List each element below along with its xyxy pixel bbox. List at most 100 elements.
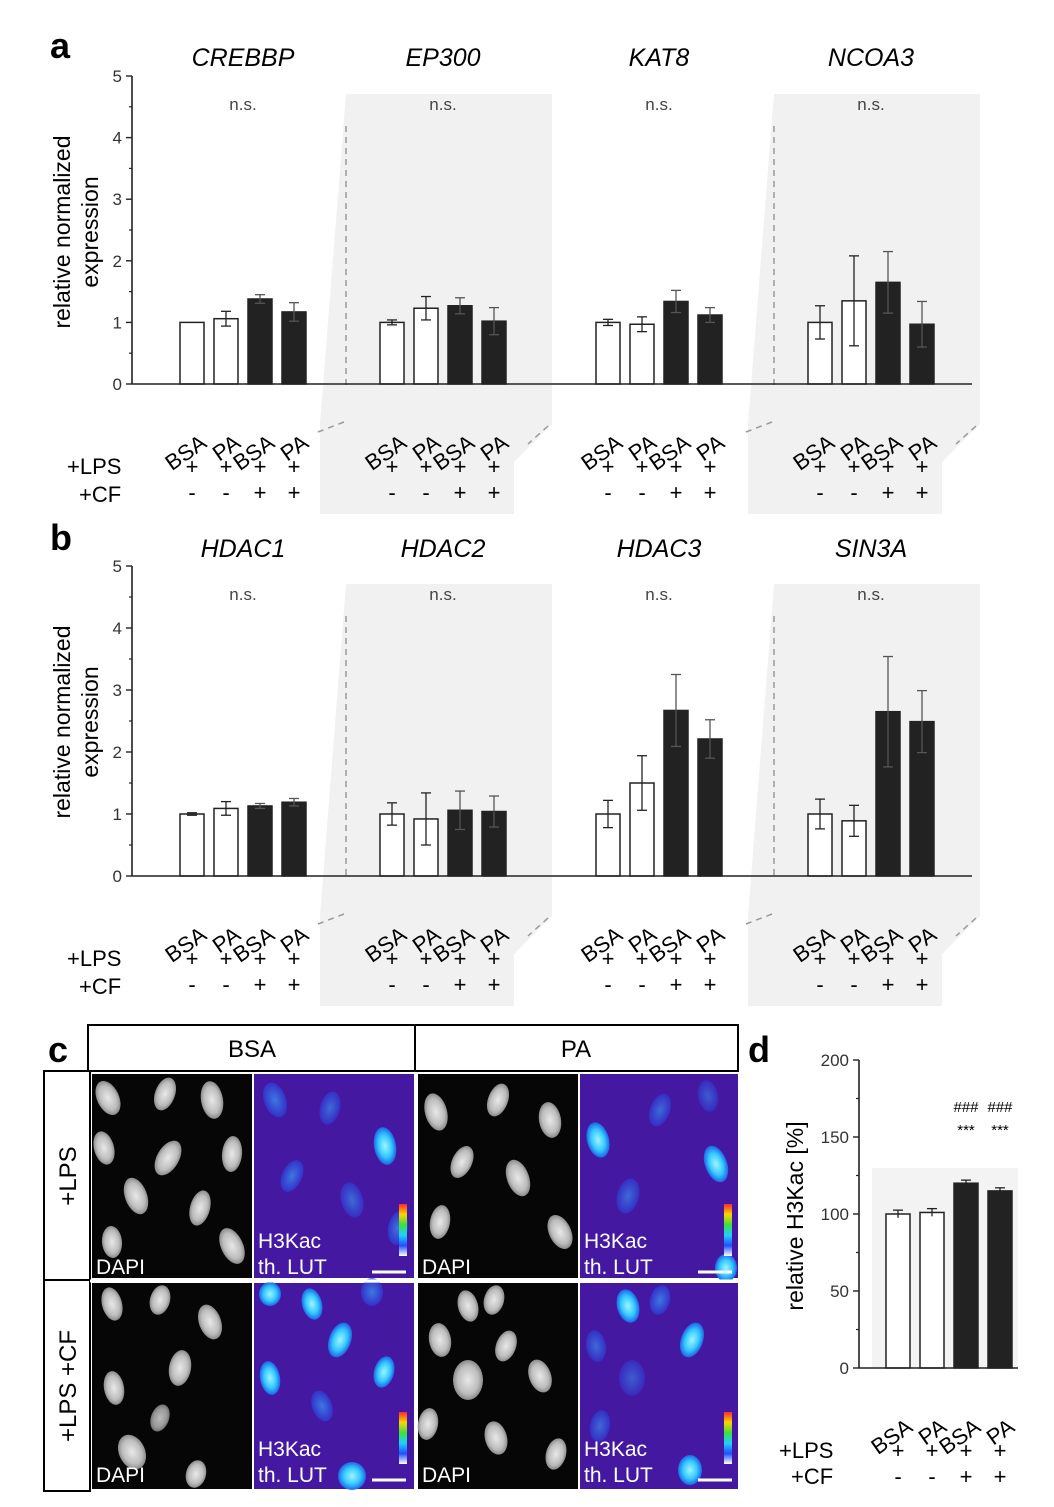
cf-sign: -: [604, 480, 611, 505]
lps-sign: +: [386, 946, 399, 971]
panel-letter-b: b: [50, 517, 72, 558]
cf-sign: -: [222, 972, 229, 997]
h3kac-label: H3Kac: [258, 1230, 321, 1253]
lps-sign: +: [926, 1438, 939, 1463]
group-shading: [317, 584, 980, 1006]
y-axis-label-line1: relative normalized: [49, 135, 75, 328]
h3kac-label: H3Kac: [584, 1438, 647, 1461]
y-tick-label: 100: [821, 1205, 849, 1224]
group-shading-block: [748, 584, 980, 1006]
dapi-label: DAPI: [422, 1464, 471, 1487]
bar: [213, 807, 239, 877]
dapi-label: DAPI: [96, 1256, 145, 1279]
bar: [281, 801, 307, 877]
lps-sign: +: [488, 454, 501, 479]
group-shading-block: [320, 94, 552, 514]
dapi-label: DAPI: [422, 1256, 471, 1279]
y-tick-label: 2: [113, 252, 122, 271]
significance-marker: ***: [991, 1122, 1009, 1139]
cf-sign: -: [928, 1464, 935, 1489]
micrograph-dapi-bsa-lps-cf: DAPI: [92, 1283, 252, 1489]
y-tick-label: 0: [840, 1359, 849, 1378]
cf-sign: -: [388, 480, 395, 505]
panel-letter-d: d: [748, 1029, 770, 1070]
lps-sign: +: [670, 454, 683, 479]
lps-label: +LPS: [67, 946, 121, 971]
lps-sign: +: [186, 946, 199, 971]
axis: 050100150200BSA+-PA+-###***BSA++###***PA…: [821, 1051, 1020, 1489]
lps-sign: +: [288, 454, 301, 479]
y-tick-label: 4: [113, 619, 122, 638]
cf-sign: +: [704, 972, 717, 997]
bar: [629, 323, 655, 385]
lut-label: th. LUT: [584, 1256, 653, 1279]
bar: [595, 321, 621, 385]
lps-sign: +: [454, 454, 467, 479]
y-tick-label: 150: [821, 1128, 849, 1147]
group-divider-line: [955, 917, 977, 937]
lut-label: th. LUT: [258, 1256, 327, 1279]
lps-sign: +: [848, 454, 861, 479]
cf-sign: -: [816, 480, 823, 505]
bar: [447, 305, 473, 385]
lps-sign: +: [882, 454, 895, 479]
lps-label: +LPS: [67, 454, 121, 479]
y-tick-label: 3: [113, 190, 122, 209]
gene-title: HDAC1: [201, 535, 286, 563]
cf-sign: -: [850, 480, 857, 505]
lps-sign: +: [814, 454, 827, 479]
micrograph-panel: BSA PA +LPS +LPS +CF DAPI: [43, 1024, 739, 1492]
lps-sign: +: [916, 454, 929, 479]
y-tick-label: 0: [113, 867, 122, 886]
significance-label: n.s.: [429, 585, 456, 604]
column-header-bsa: BSA: [228, 1036, 276, 1063]
y-axis-label: relative H3Kac [%]: [782, 1121, 808, 1310]
group-divider-line: [527, 917, 549, 937]
significance-marker: ***: [957, 1122, 975, 1139]
gene-title: KAT8: [629, 44, 690, 72]
row-header-lps: +LPS: [55, 1146, 82, 1205]
cf-label: +CF: [79, 482, 121, 507]
bar: [179, 321, 205, 385]
lps-sign: +: [602, 454, 615, 479]
y-tick-label: 3: [113, 681, 122, 700]
y-tick-label: 200: [821, 1051, 849, 1070]
cf-sign: -: [894, 1464, 901, 1489]
panel-a-chart: 012345CREBBPn.s.BSA+-PA+-BSA++PA++EP300n…: [49, 44, 980, 514]
lps-sign: +: [636, 454, 649, 479]
lps-sign: +: [288, 946, 301, 971]
cf-sign: +: [882, 480, 895, 505]
lps-sign: +: [704, 946, 717, 971]
significance-label: n.s.: [645, 585, 672, 604]
cf-sign: +: [916, 972, 929, 997]
panel-letter-c: c: [48, 1029, 68, 1070]
bar: [987, 1190, 1013, 1369]
h3kac-label: H3Kac: [584, 1230, 647, 1253]
significance-label: n.s.: [429, 95, 456, 114]
lps-sign: +: [488, 946, 501, 971]
group-divider-line: [745, 913, 773, 925]
gene-title: SIN3A: [835, 535, 907, 563]
cf-sign: +: [488, 972, 501, 997]
gene-title: CREBBP: [192, 44, 295, 72]
lut-label: th. LUT: [584, 1464, 653, 1487]
micrograph-dapi-pa-lps-cf: DAPI: [417, 1283, 578, 1489]
lps-sign: +: [704, 454, 717, 479]
bar: [213, 317, 239, 385]
y-tick-label: 5: [113, 557, 122, 576]
lps-sign: +: [670, 946, 683, 971]
h3kac-label: H3Kac: [258, 1438, 321, 1461]
y-tick-label: 4: [113, 129, 122, 148]
bar: [179, 813, 205, 877]
lps-sign: +: [386, 454, 399, 479]
bar: [663, 300, 689, 385]
bar: [247, 298, 273, 385]
column-header-box: [87, 1024, 739, 1072]
group-divider-line: [955, 425, 977, 445]
row-header-lps-cf: +LPS +CF: [55, 1330, 82, 1442]
micrograph-h3kac-bsa-lps-cf: H3Kac th. LUT: [254, 1278, 414, 1490]
panel-letter-a: a: [50, 25, 71, 66]
bar: [281, 311, 307, 385]
cf-sign: -: [388, 972, 395, 997]
cf-sign: +: [994, 1464, 1007, 1489]
